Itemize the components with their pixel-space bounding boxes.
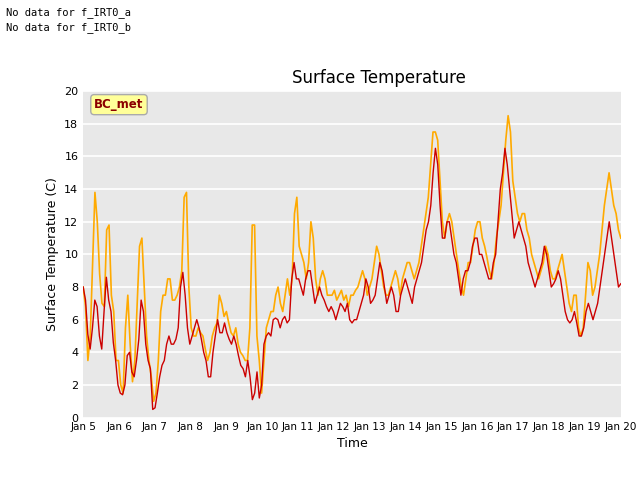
Text: BC_met: BC_met	[94, 98, 144, 111]
Text: No data for f_IRT0_b: No data for f_IRT0_b	[6, 22, 131, 33]
Title: Surface Temperature: Surface Temperature	[292, 69, 466, 87]
Y-axis label: Surface Temperature (C): Surface Temperature (C)	[45, 178, 59, 331]
Text: No data for f_IRT0_a: No data for f_IRT0_a	[6, 7, 131, 18]
X-axis label: Time: Time	[337, 437, 367, 450]
